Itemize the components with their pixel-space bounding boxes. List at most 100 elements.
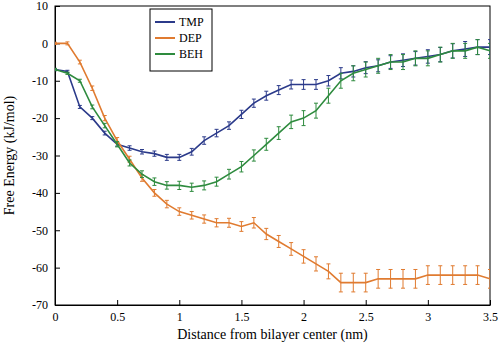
error-cap xyxy=(451,265,455,266)
tick: -40 xyxy=(32,186,60,200)
error-cap xyxy=(165,160,169,161)
error-cap xyxy=(177,207,181,208)
error-cap xyxy=(152,151,156,152)
error-cap xyxy=(140,177,144,178)
error-cap xyxy=(339,273,343,274)
error-cap xyxy=(215,136,219,137)
tick-label: -10 xyxy=(32,74,48,88)
error-cap xyxy=(463,43,467,44)
error-cap xyxy=(488,43,490,44)
error-cap xyxy=(215,129,219,130)
error-cap xyxy=(277,139,281,140)
error-cap xyxy=(376,58,380,59)
legend-swatch xyxy=(155,37,175,39)
error-cap xyxy=(401,288,405,289)
error-cap xyxy=(476,39,480,40)
tick-label: 3.5 xyxy=(483,310,498,324)
tick-mark xyxy=(490,300,491,305)
error-cap xyxy=(413,65,417,66)
error-cap xyxy=(152,185,156,186)
error-cap xyxy=(190,219,194,220)
tick-label: -70 xyxy=(32,298,48,312)
error-cap xyxy=(277,94,281,95)
error-cap xyxy=(215,177,219,178)
tick-mark xyxy=(55,156,60,157)
error-cap xyxy=(202,180,206,181)
error-cap xyxy=(438,47,442,48)
tick-label: -50 xyxy=(32,224,48,238)
error-cap xyxy=(364,77,368,78)
legend-box xyxy=(150,9,212,71)
error-cap xyxy=(364,273,368,274)
error-cap xyxy=(227,218,231,219)
tick: 10 xyxy=(36,0,60,13)
tick: 3.5 xyxy=(483,300,498,324)
error-cap xyxy=(128,145,132,146)
error-cap xyxy=(165,181,169,182)
error-cap xyxy=(314,118,318,119)
error-cap xyxy=(351,273,355,274)
error-cap xyxy=(152,189,156,190)
error-cap xyxy=(488,58,490,59)
error-cap xyxy=(239,221,243,222)
tick-label: 10 xyxy=(36,0,48,13)
tick-label: 0.5 xyxy=(110,310,125,324)
tick-label: -40 xyxy=(32,186,48,200)
error-cap xyxy=(389,269,393,270)
error-cap xyxy=(177,215,181,216)
error-cap xyxy=(364,291,368,292)
tick-mark xyxy=(55,6,60,7)
error-cap xyxy=(202,136,206,137)
error-cap xyxy=(401,53,405,54)
error-cap xyxy=(289,115,293,116)
error-cap xyxy=(264,150,268,151)
error-cap xyxy=(239,231,243,232)
error-cap xyxy=(426,265,430,266)
tick: 2.5 xyxy=(359,300,374,324)
error-cap xyxy=(314,79,318,80)
error-cap xyxy=(463,58,467,59)
tick: -20 xyxy=(32,111,60,125)
tick-label: 2.5 xyxy=(359,310,374,324)
tick-label: 3 xyxy=(425,310,431,324)
error-cap xyxy=(326,75,330,76)
tick: -50 xyxy=(32,224,60,238)
tick-mark xyxy=(55,230,60,231)
error-cap xyxy=(413,50,417,51)
error-cap xyxy=(252,99,256,100)
tick-label: 1.5 xyxy=(234,310,249,324)
error-cap xyxy=(351,80,355,81)
axis-line xyxy=(56,305,491,306)
error-cap xyxy=(264,138,268,139)
error-cap xyxy=(277,126,281,127)
error-cap xyxy=(426,50,430,51)
error-cap xyxy=(190,183,194,184)
tick-mark xyxy=(428,300,429,305)
tick: 3 xyxy=(425,300,431,324)
error-cap xyxy=(289,88,293,89)
error-cap xyxy=(438,62,442,63)
error-cap xyxy=(326,103,330,104)
error-cap xyxy=(165,200,169,201)
error-cap xyxy=(277,85,281,86)
error-cap xyxy=(389,54,393,55)
error-cap xyxy=(488,288,490,289)
error-cap xyxy=(140,149,144,150)
error-cap xyxy=(302,79,306,80)
tick: 0.5 xyxy=(110,300,125,324)
tick-mark xyxy=(55,268,60,269)
error-cap xyxy=(438,284,442,285)
error-cap xyxy=(227,169,231,170)
plot-frame xyxy=(55,6,490,305)
error-cap xyxy=(177,154,181,155)
legend-swatch xyxy=(155,21,175,23)
series-line xyxy=(55,47,490,187)
error-cap xyxy=(264,91,268,92)
error-cap xyxy=(252,107,256,108)
y-axis: -70-60-50-40-30-20-10010 xyxy=(32,0,60,312)
error-cap xyxy=(289,255,293,256)
error-cap xyxy=(289,128,293,129)
error-cap xyxy=(426,65,430,66)
error-cap xyxy=(426,284,430,285)
error-cap xyxy=(264,239,268,240)
